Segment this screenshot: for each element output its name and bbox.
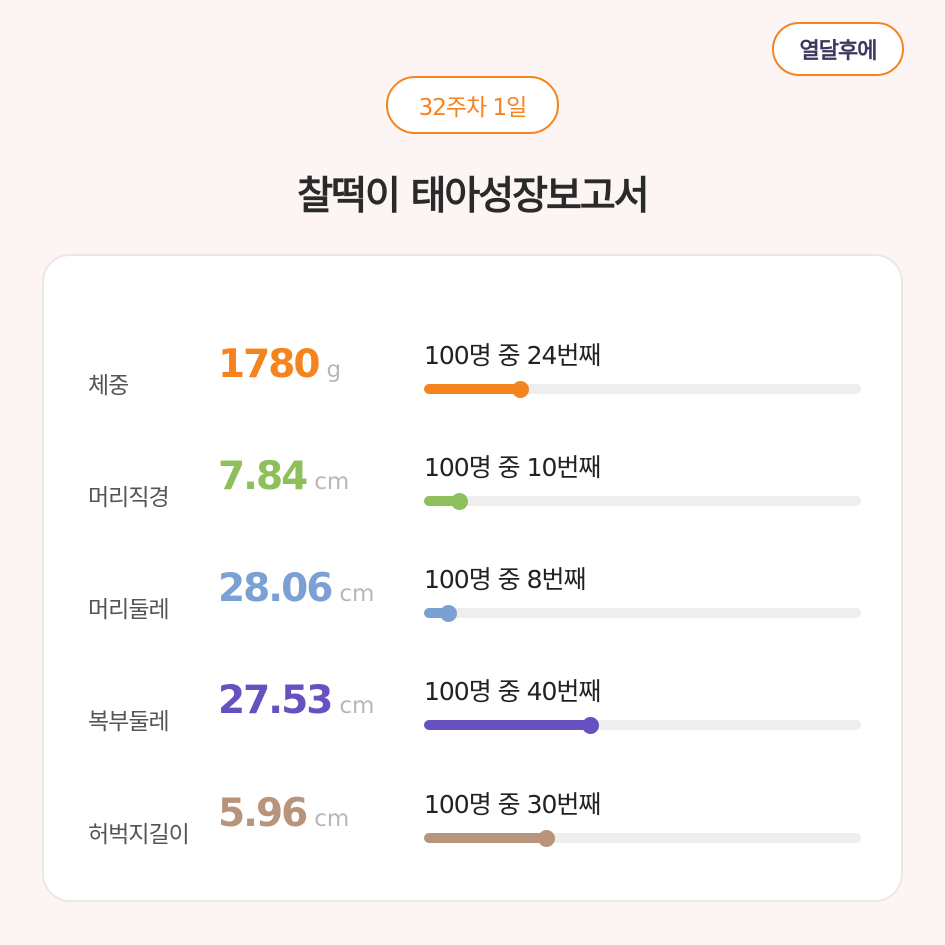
metric-number: 28.06 [218,566,333,611]
percentile-knob [512,381,530,398]
brand-badge[interactable]: 열달후에 [772,22,904,76]
metric-number: 5.96 [218,791,308,836]
percentile-fill [424,496,459,506]
metric-unit: g [326,357,342,383]
metric-value: 7.84 cm [218,454,349,499]
metric-row-femur-length: 허벅지길이 5.96 cm 100명 중 30번째 [44,785,905,875]
metric-value: 5.96 cm [218,791,349,836]
page-title: 찰떡이 태아성장보고서 [297,174,649,219]
rank-text: 100명 중 10번째 [424,453,601,482]
percentile-track [424,830,861,847]
metric-label: 허벅지길이 [88,822,190,848]
percentile-knob [582,717,600,734]
rank-text: 100명 중 30번째 [424,790,601,819]
metric-unit: cm [314,806,350,832]
metric-label: 머리둘레 [88,597,170,623]
metric-label: 복부둘레 [88,709,170,735]
percentile-track [424,717,861,734]
metric-row-abdominal-circumference: 복부둘레 27.53 cm 100명 중 40번째 [44,672,905,762]
metric-label: 체중 [88,373,129,399]
percentile-fill [424,833,547,843]
percentile-track [424,605,861,622]
metric-number: 27.53 [218,678,333,723]
metric-value: 27.53 cm [218,678,374,723]
percentile-knob [450,493,468,510]
metric-unit: cm [314,469,350,495]
growth-report-card: 체중 1780 g 100명 중 24번째 머리직경 7.84 cm 100명 중 … [42,254,903,902]
week-badge: 32주차 1일 [386,76,559,134]
metric-value: 28.06 cm [218,566,374,611]
percentile-knob [538,830,556,847]
percentile-track [424,381,861,398]
rank-text: 100명 중 8번째 [424,565,587,594]
percentile-track [424,493,861,510]
metric-label: 머리직경 [88,485,170,511]
metric-unit: cm [339,581,375,607]
rank-text: 100명 중 24번째 [424,341,601,370]
metric-row-head-diameter: 머리직경 7.84 cm 100명 중 10번째 [44,448,905,538]
metric-row-weight: 체중 1780 g 100명 중 24번째 [44,336,905,426]
percentile-knob [440,605,458,622]
metric-value: 1780 g [218,342,341,387]
metric-number: 7.84 [218,454,308,499]
metric-row-head-circumference: 머리둘레 28.06 cm 100명 중 8번째 [44,560,905,650]
metric-number: 1780 [218,342,321,387]
percentile-fill [424,720,591,730]
metric-unit: cm [339,693,375,719]
percentile-fill [424,384,521,394]
rank-text: 100명 중 40번째 [424,677,601,706]
percentile-fill [424,608,449,618]
